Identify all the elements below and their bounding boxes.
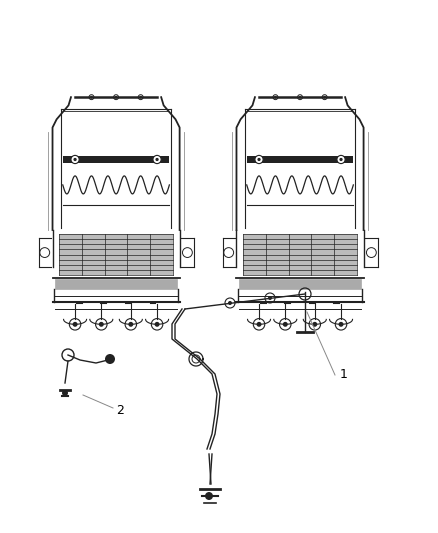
Bar [55, 279, 177, 289]
Text: 1: 1 [340, 368, 348, 382]
Circle shape [257, 322, 261, 327]
Circle shape [140, 96, 141, 98]
Circle shape [74, 158, 77, 161]
Circle shape [91, 96, 92, 98]
Circle shape [105, 354, 115, 364]
Circle shape [71, 156, 79, 164]
Text: 2: 2 [116, 403, 124, 416]
Circle shape [115, 96, 117, 98]
Circle shape [73, 322, 78, 327]
Circle shape [283, 322, 288, 327]
Bar [59, 234, 173, 275]
Circle shape [255, 156, 263, 164]
Circle shape [99, 322, 104, 327]
Circle shape [155, 158, 159, 161]
Circle shape [337, 156, 345, 164]
Bar [247, 156, 353, 163]
Circle shape [299, 96, 301, 98]
Circle shape [228, 301, 232, 305]
Circle shape [324, 96, 325, 98]
Circle shape [205, 492, 213, 500]
Circle shape [153, 156, 161, 164]
Circle shape [312, 322, 317, 327]
Bar [63, 156, 170, 163]
Circle shape [258, 158, 261, 161]
Circle shape [155, 322, 159, 327]
Circle shape [339, 158, 343, 161]
Bar [239, 279, 361, 289]
Circle shape [275, 96, 276, 98]
Bar [243, 234, 357, 275]
Circle shape [62, 390, 68, 396]
Circle shape [268, 296, 272, 300]
Circle shape [128, 322, 133, 327]
Circle shape [339, 322, 343, 327]
